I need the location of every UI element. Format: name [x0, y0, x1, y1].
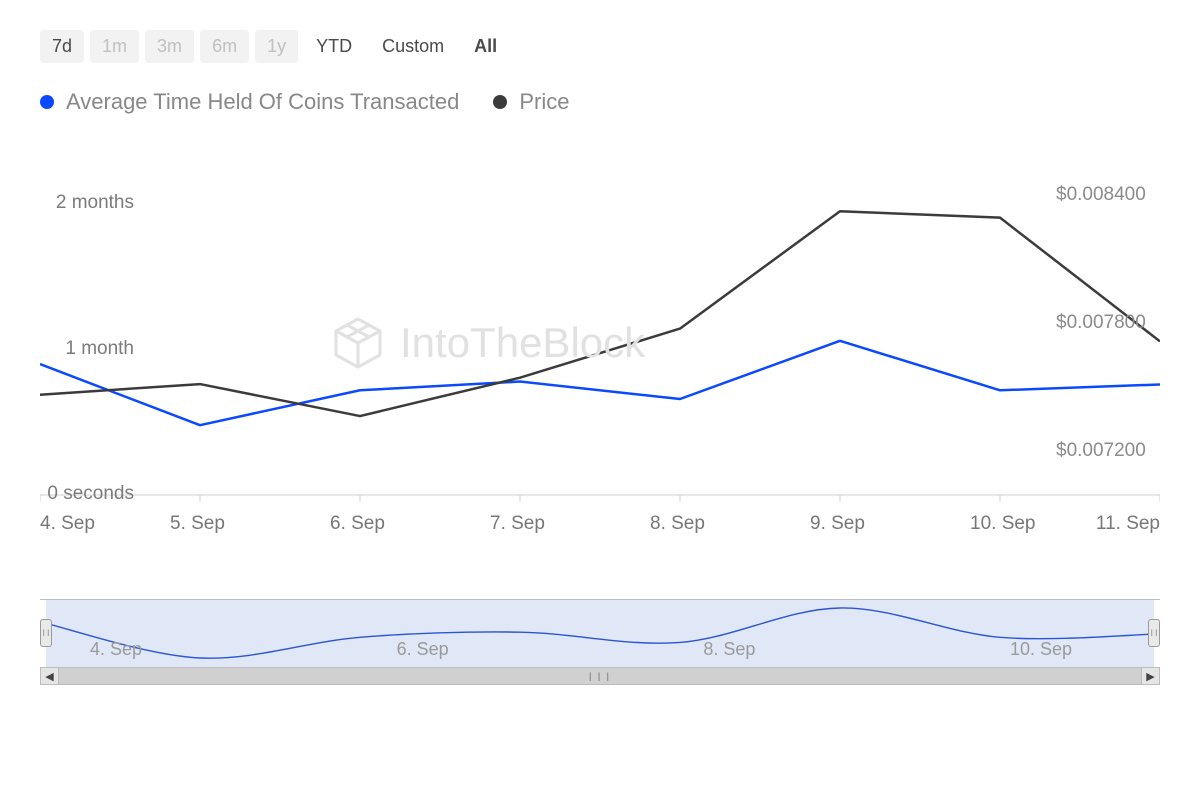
navigator-x-label: 8. Sep — [703, 639, 755, 660]
range-6m-button[interactable]: 6m — [200, 30, 249, 63]
legend-label: Price — [519, 89, 569, 115]
navigator-scrollbar[interactable]: ◀ | | | ▶ — [40, 667, 1160, 685]
navigator-handle-left[interactable]: l l — [40, 619, 52, 647]
y-left-tick-label: 2 months — [56, 192, 140, 214]
navigator[interactable]: l l l l 4. Sep 6. Sep 8. Sep 10. Sep — [40, 599, 1160, 667]
navigator-x-label: 4. Sep — [90, 639, 142, 660]
navigator-handle-right[interactable]: l l — [1148, 619, 1160, 647]
x-tick-label: 11. Sep — [1096, 513, 1160, 535]
legend-dot-icon — [493, 95, 507, 109]
range-custom-button[interactable]: Custom — [370, 30, 456, 63]
range-selector: 7d1m3m6m1yYTDCustomAll — [40, 30, 1160, 63]
y-right-tick-label: $0.007800 — [1056, 312, 1146, 334]
range-7d-button[interactable]: 7d — [40, 30, 84, 63]
navigator-canvas — [40, 599, 1160, 667]
legend-dot-icon — [40, 95, 54, 109]
scroll-track[interactable]: | | | — [59, 668, 1141, 684]
legend-item-price[interactable]: Price — [493, 89, 569, 115]
x-tick-label: 8. Sep — [650, 513, 705, 535]
y-left-tick-label: 0 seconds — [47, 483, 140, 505]
range-3m-button[interactable]: 3m — [145, 30, 194, 63]
x-tick-label: 7. Sep — [490, 513, 545, 535]
x-tick-label: 10. Sep — [970, 513, 1036, 535]
chart-legend: Average Time Held Of Coins Transacted Pr… — [40, 89, 1160, 115]
x-tick-label: 4. Sep — [40, 513, 95, 535]
y-left-tick-label: 1 month — [65, 338, 140, 360]
range-ytd-button[interactable]: YTD — [304, 30, 364, 63]
x-tick-label: 9. Sep — [810, 513, 865, 535]
y-right-tick-label: $0.007200 — [1056, 440, 1146, 462]
chart-canvas — [40, 165, 1160, 565]
x-tick-label: 5. Sep — [170, 513, 225, 535]
main-chart[interactable]: IntoTheBlock 0 seconds1 month2 months$0.… — [40, 165, 1160, 565]
legend-label: Average Time Held Of Coins Transacted — [66, 89, 459, 115]
navigator-x-label: 6. Sep — [397, 639, 449, 660]
range-1m-button[interactable]: 1m — [90, 30, 139, 63]
navigator-x-label: 10. Sep — [1010, 639, 1072, 660]
scroll-right-button[interactable]: ▶ — [1141, 668, 1159, 684]
range-all-button[interactable]: All — [462, 30, 509, 63]
legend-item-avg-time-held[interactable]: Average Time Held Of Coins Transacted — [40, 89, 459, 115]
y-right-tick-label: $0.008400 — [1056, 184, 1146, 206]
range-1y-button[interactable]: 1y — [255, 30, 298, 63]
x-tick-label: 6. Sep — [330, 513, 385, 535]
scroll-left-button[interactable]: ◀ — [41, 668, 59, 684]
